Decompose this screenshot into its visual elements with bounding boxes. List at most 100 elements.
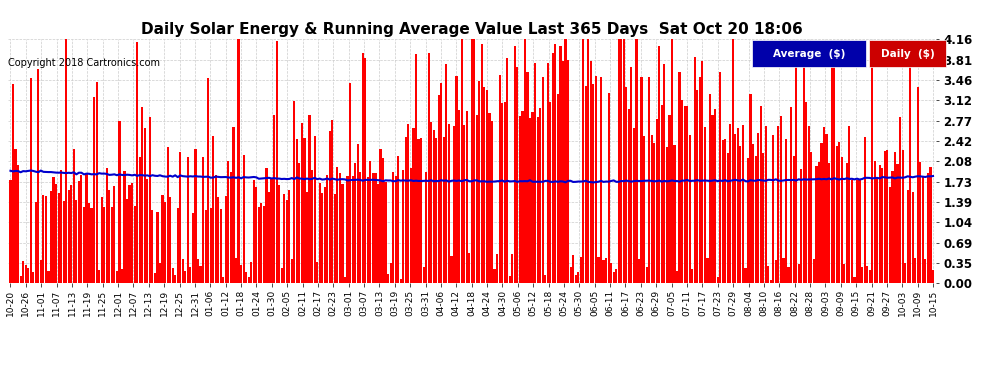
Bar [273,115,275,283]
Bar [843,264,845,283]
Bar [836,146,838,283]
Bar [332,120,334,283]
Bar [98,270,100,283]
Bar [351,176,353,283]
Bar [707,258,709,283]
Bar [240,266,243,283]
Bar [668,114,670,283]
Bar [215,175,217,283]
Bar [549,102,551,283]
Bar [379,149,381,283]
Bar [633,128,635,283]
Bar [569,267,571,283]
Bar [278,184,280,283]
Bar [930,167,932,283]
Bar [291,259,293,283]
Bar [438,95,440,283]
Bar [420,138,422,283]
Bar [476,115,478,283]
Bar [397,156,399,283]
Bar [121,269,123,283]
Bar [65,35,67,283]
Bar [689,135,691,283]
Bar [762,153,764,283]
Bar [197,259,199,283]
Bar [413,128,415,283]
Bar [321,193,324,283]
Bar [465,111,467,283]
Bar [491,121,493,283]
Bar [808,126,810,283]
Bar [246,272,248,283]
Bar [9,180,12,283]
Bar [866,266,868,283]
Bar [361,53,364,283]
Bar [17,165,19,283]
Bar [96,82,98,283]
Bar [199,266,202,283]
Bar [298,163,301,283]
Bar [124,171,126,283]
Bar [62,201,64,283]
Bar [754,156,756,283]
Bar [534,63,537,283]
Bar [775,260,777,283]
Bar [402,170,404,283]
Bar [447,124,450,283]
Bar [446,64,447,283]
Bar [400,279,402,283]
Bar [912,192,914,283]
Bar [270,179,272,283]
Bar [724,138,727,283]
Bar [374,173,376,283]
Bar [134,206,136,283]
Bar [592,84,594,283]
Bar [623,31,625,283]
Bar [767,266,769,283]
Bar [638,259,641,283]
Bar [856,180,858,283]
Bar [696,90,698,283]
Bar [522,111,524,283]
Bar [717,277,719,283]
Bar [839,142,841,283]
Bar [243,155,245,283]
Bar [119,121,121,283]
Bar [90,207,93,283]
Bar [372,173,374,283]
Bar [514,46,516,283]
Bar [858,180,860,283]
Bar [377,184,379,283]
Bar [641,76,643,283]
Bar [260,203,262,283]
Bar [643,136,645,283]
Bar [35,202,37,283]
Bar [40,260,42,283]
Bar [337,167,339,283]
Bar [205,210,207,283]
Bar [845,162,847,283]
Bar [334,194,336,283]
Bar [316,262,318,283]
Bar [60,170,62,283]
Bar [620,31,623,283]
Bar [574,275,577,283]
Bar [920,162,922,283]
Bar [463,125,465,283]
Bar [182,259,184,283]
Bar [392,172,394,283]
Bar [25,265,27,283]
Bar [884,151,886,283]
Bar [554,44,556,283]
Bar [666,147,668,283]
Bar [356,144,358,283]
Bar [418,139,420,283]
Bar [169,197,171,283]
Bar [455,76,457,283]
Bar [683,106,686,283]
Bar [478,81,480,283]
Bar [108,190,110,283]
Bar [650,135,652,283]
Bar [595,76,597,283]
Bar [894,152,896,283]
